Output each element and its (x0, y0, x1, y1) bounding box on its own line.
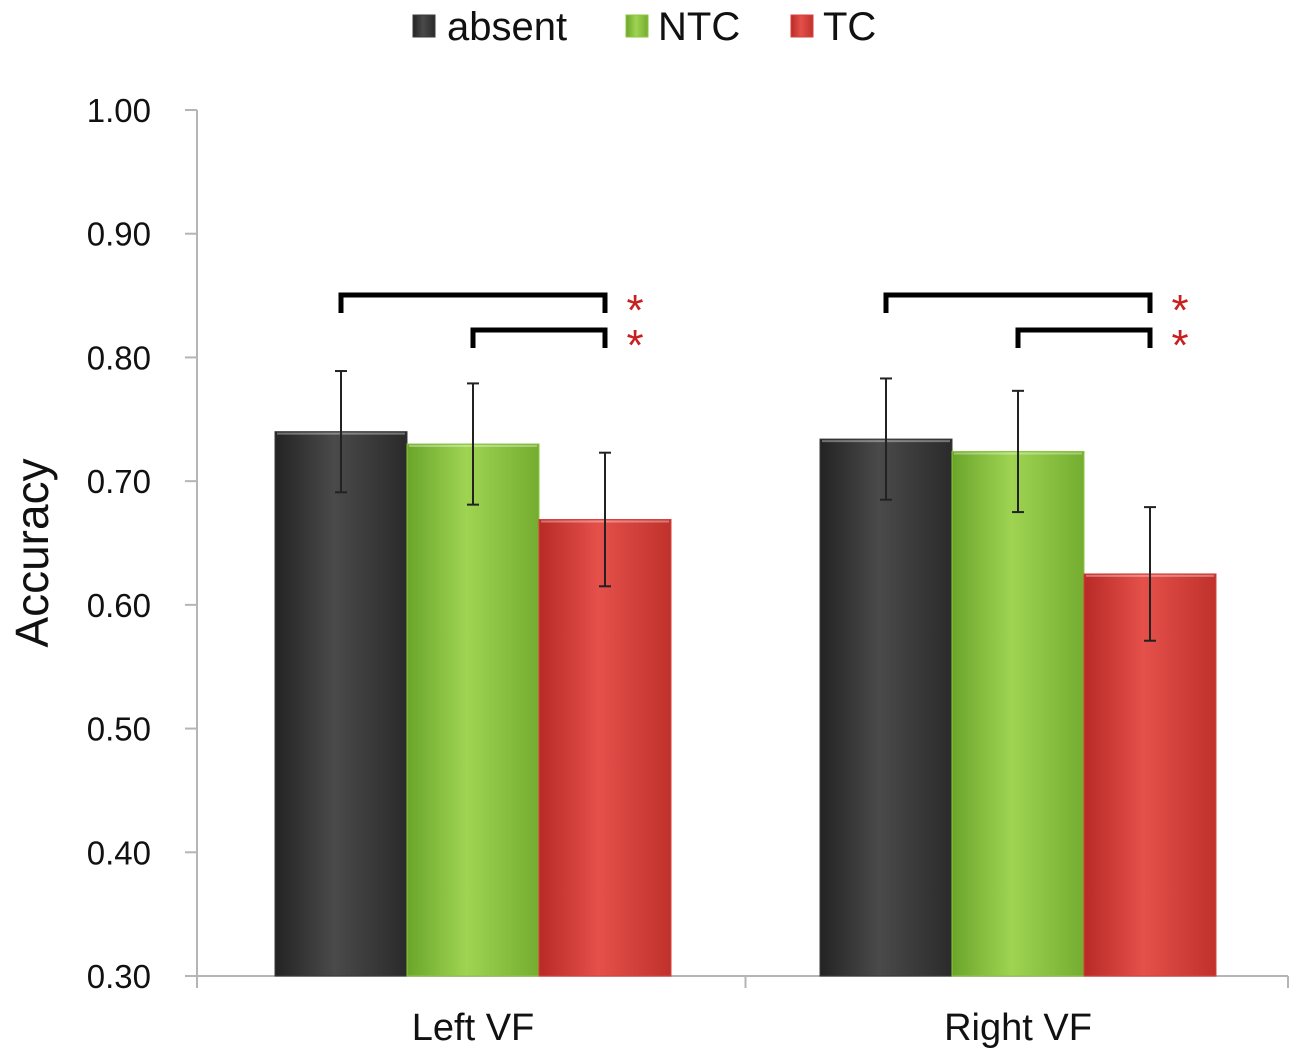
y-tick-label: 0.80 (87, 339, 151, 376)
x-tick-label: Right VF (944, 1007, 1092, 1049)
bar-tc-left-vf (538, 518, 672, 977)
significance-bracket (470, 327, 608, 348)
error-bars (335, 370, 1156, 642)
y-tick-label: 0.30 (87, 958, 151, 995)
y-axis-title: Accuracy (6, 458, 58, 647)
bars (274, 431, 1217, 977)
legend: absent NTC TC (412, 5, 876, 49)
y-tick-label: 0.50 (87, 711, 151, 748)
legend-label-ntc: NTC (658, 5, 740, 49)
legend-label-tc: TC (823, 5, 876, 49)
y-tick-label: 0.40 (87, 834, 151, 871)
significance-star: * (626, 321, 643, 370)
legend-swatch-absent (412, 14, 436, 38)
y-tick-label: 0.90 (87, 216, 151, 253)
significance-bracket (883, 292, 1153, 313)
significance-bracket (338, 292, 608, 313)
legend-swatch-tc (790, 14, 814, 38)
y-tick-label: 1.00 (87, 92, 151, 129)
significance-star: * (1171, 286, 1188, 335)
bar-ntc-right-vf (951, 450, 1085, 977)
significance-star: * (626, 286, 643, 335)
y-tick-label: 0.60 (87, 587, 151, 624)
significance-brackets: **** (338, 286, 1189, 370)
bar-ntc-left-vf (406, 443, 540, 977)
bar-absent-left-vf (274, 431, 408, 977)
x-tick-label: Left VF (412, 1007, 535, 1049)
axes: 0.30 0.40 0.50 0.60 0.70 0.80 0.90 1.00 Left VF R… (6, 92, 1289, 1049)
legend-label-absent: absent (447, 5, 567, 49)
significance-bracket (1015, 327, 1153, 348)
bar-absent-right-vf (819, 438, 953, 977)
y-tick-label: 0.70 (87, 463, 151, 500)
legend-swatch-ntc (625, 14, 649, 38)
significance-star: * (1171, 321, 1188, 370)
